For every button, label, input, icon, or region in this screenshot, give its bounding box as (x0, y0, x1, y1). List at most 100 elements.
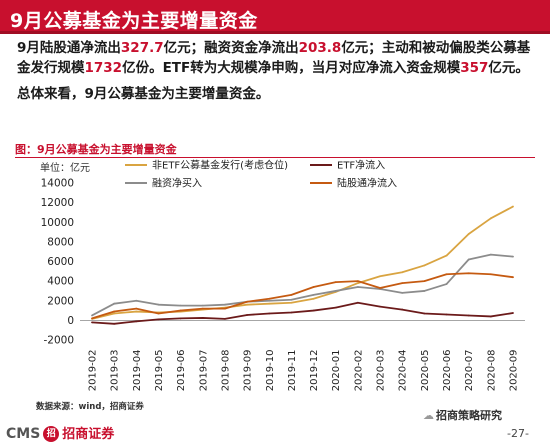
x-tick-label: 2019-10 (265, 350, 276, 392)
data-point (423, 280, 426, 283)
x-tick-label: 2020-07 (464, 350, 475, 392)
x-tick-label: 2019-11 (287, 350, 298, 392)
x-tick-label: 2020-02 (353, 350, 364, 392)
data-point (246, 300, 249, 303)
legend-label: 融资净买入 (152, 177, 202, 190)
data-point (379, 305, 381, 308)
y-tick-label: 6000 (47, 256, 74, 268)
data-point (312, 297, 315, 300)
data-point (201, 307, 204, 310)
text-segment: 亿份。ETF转为大规模净申购，当月对应净流入资金规模 (122, 60, 461, 76)
data-point (312, 293, 315, 296)
data-point (489, 315, 492, 318)
data-point (201, 317, 204, 319)
data-point (290, 301, 293, 304)
conclusion-paragraph: 总体来看，9月公募基金为主要增量资金。 (17, 86, 270, 102)
series-line-1 (91, 301, 514, 325)
y-tick-label: 2000 (47, 295, 74, 307)
title-bar: 9月公募基金为主要增量资金 (0, 0, 550, 34)
y-tick-label: 4000 (47, 276, 74, 288)
data-point (179, 317, 182, 320)
text-segment: 9月陆股通净流出 (17, 40, 121, 56)
data-point (379, 287, 381, 289)
x-tick-label: 2019-07 (198, 350, 209, 392)
data-point (445, 283, 448, 285)
x-tick-label: 2019-09 (243, 350, 254, 392)
data-source: 数据来源：wind，招商证券 (36, 402, 144, 412)
page-title: 9月公募基金为主要增量资金 (10, 10, 258, 32)
x-tick-label: 2020-03 (376, 350, 387, 392)
highlight-number: 357 (460, 60, 489, 76)
data-point (135, 307, 138, 310)
data-point (135, 310, 138, 313)
x-tick-label: 2020-05 (420, 350, 431, 392)
x-tick-label: 2020-08 (486, 350, 497, 392)
x-tick-label: 2019-08 (220, 350, 231, 392)
data-point (113, 302, 116, 305)
data-point (224, 307, 226, 310)
x-tick-label: 2019-05 (154, 350, 165, 392)
x-tick-label: 2019-06 (176, 350, 187, 392)
x-tick-label: 2019-03 (110, 350, 121, 392)
data-point (290, 298, 293, 301)
data-point (445, 254, 448, 257)
data-point (356, 280, 359, 283)
wechat-badge: ☁ 招商策略研究 (423, 407, 502, 423)
data-point (356, 286, 359, 288)
x-tick-label: 2019-02 (88, 350, 99, 392)
data-point (246, 314, 249, 316)
body-text: 9月陆股通净流出327.7亿元；融资资金净流出203.8亿元；主动和被动偏股类公… (17, 38, 537, 104)
data-point (423, 290, 426, 292)
data-point (179, 304, 182, 307)
wechat-label: 招商策略研究 (436, 409, 502, 422)
title-stripe (0, 31, 550, 34)
logo-icon: 招 (43, 426, 60, 442)
chart-caption: 图：9月公募基金为主要增量资金 (15, 141, 535, 158)
logo-brand: 招商证券 (62, 427, 115, 442)
data-point (467, 272, 470, 275)
data-point (356, 282, 359, 284)
x-tick-label: 2020-09 (509, 350, 520, 392)
data-point (423, 312, 426, 315)
data-point (113, 312, 116, 315)
data-point (512, 205, 514, 208)
series-line-3 (91, 272, 514, 320)
data-point (445, 273, 448, 276)
data-point (334, 281, 337, 284)
data-point (135, 320, 138, 323)
data-point (334, 306, 337, 309)
y-tick-label: 0 (67, 315, 74, 327)
data-point (401, 271, 404, 274)
text-segment: 亿元；主动和被动偏股类公募基金发行规模 (17, 40, 531, 76)
data-point (246, 303, 249, 306)
data-point (312, 286, 315, 288)
data-point (445, 313, 448, 316)
highlight-number: 1732 (84, 60, 123, 76)
data-point (334, 290, 337, 292)
legend-label: 陆股通净流入 (337, 177, 397, 190)
data-point (268, 302, 271, 305)
data-point (290, 293, 293, 296)
data-point (467, 258, 470, 261)
data-point (423, 264, 426, 267)
data-point (312, 309, 315, 312)
chart-caption-text: 图：9月公募基金为主要增量资金 (15, 143, 177, 156)
series-line-2 (91, 253, 514, 317)
y-tick-label: 8000 (47, 236, 74, 248)
data-point (356, 301, 359, 304)
company-logo: CMS 招招商证券 (6, 423, 114, 442)
data-point (512, 255, 514, 258)
data-point (91, 314, 93, 317)
data-point (157, 318, 160, 321)
legend-label: 非ETF公募基金发行(考虑仓位) (152, 159, 288, 172)
y-axis-label: 单位：亿元 (40, 161, 90, 174)
data-point (467, 233, 470, 235)
highlight-number: 327.7 (120, 40, 164, 56)
x-tick-label: 2019-12 (309, 350, 320, 392)
data-point (489, 253, 492, 256)
data-point (201, 304, 204, 307)
data-point (135, 299, 138, 302)
y-tick-label: 10000 (41, 217, 74, 229)
data-point (379, 275, 381, 278)
